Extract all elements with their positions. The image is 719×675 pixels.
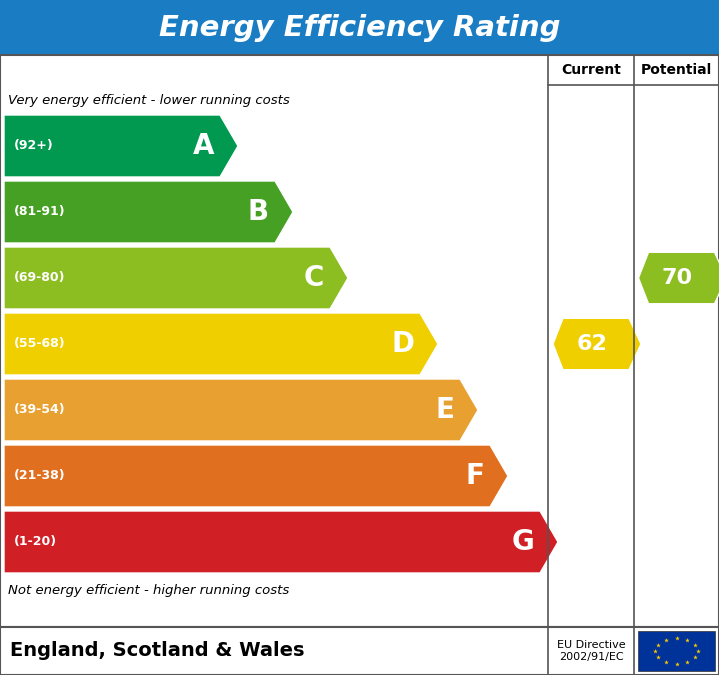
Text: D: D bbox=[391, 330, 414, 358]
Text: (1-20): (1-20) bbox=[14, 535, 57, 549]
Text: E: E bbox=[435, 396, 454, 424]
Polygon shape bbox=[4, 115, 238, 177]
Polygon shape bbox=[553, 318, 641, 370]
Text: A: A bbox=[193, 132, 214, 160]
Bar bbox=[0, 627, 719, 675]
Polygon shape bbox=[4, 313, 438, 375]
Text: 70: 70 bbox=[662, 268, 693, 288]
Text: B: B bbox=[248, 198, 269, 226]
Text: (21-38): (21-38) bbox=[14, 470, 65, 483]
Polygon shape bbox=[638, 252, 719, 304]
Text: Very energy efficient - lower running costs: Very energy efficient - lower running co… bbox=[8, 94, 290, 107]
Text: EU Directive
2002/91/EC: EU Directive 2002/91/EC bbox=[557, 640, 626, 662]
Text: (69-80): (69-80) bbox=[14, 271, 65, 284]
Bar bbox=[0, 55, 719, 627]
Polygon shape bbox=[4, 247, 348, 309]
Text: 62: 62 bbox=[577, 334, 608, 354]
Polygon shape bbox=[4, 379, 478, 441]
Text: Energy Efficiency Rating: Energy Efficiency Rating bbox=[159, 14, 560, 41]
Text: Potential: Potential bbox=[641, 63, 712, 77]
Text: England, Scotland & Wales: England, Scotland & Wales bbox=[10, 641, 305, 661]
Text: Current: Current bbox=[561, 63, 621, 77]
Polygon shape bbox=[4, 445, 508, 507]
Text: F: F bbox=[465, 462, 484, 490]
Polygon shape bbox=[4, 181, 293, 243]
Text: Not energy efficient - higher running costs: Not energy efficient - higher running co… bbox=[8, 584, 289, 597]
Text: (39-54): (39-54) bbox=[14, 404, 65, 416]
Text: C: C bbox=[303, 264, 324, 292]
Text: (55-68): (55-68) bbox=[14, 338, 65, 350]
Polygon shape bbox=[4, 511, 558, 573]
Text: (92+): (92+) bbox=[14, 140, 54, 153]
Bar bbox=[0, 0, 719, 55]
Text: G: G bbox=[511, 528, 534, 556]
Text: (81-91): (81-91) bbox=[14, 205, 65, 219]
Bar bbox=[638, 631, 715, 671]
